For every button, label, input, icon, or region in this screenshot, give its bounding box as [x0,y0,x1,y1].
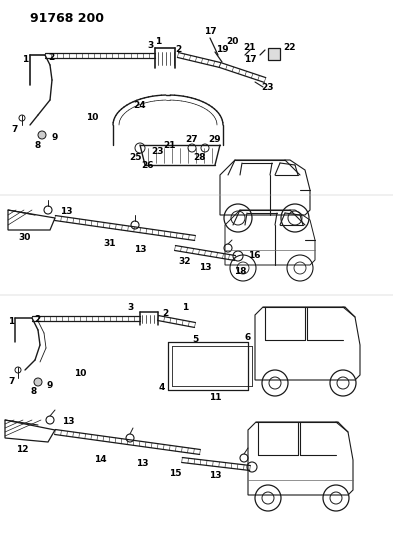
Text: 91768 200: 91768 200 [30,12,104,25]
Text: 7: 7 [9,377,15,386]
Text: 30: 30 [19,233,31,243]
Text: 1: 1 [155,37,161,46]
Circle shape [34,378,42,386]
Text: 17: 17 [244,55,256,64]
Text: 12: 12 [16,446,28,455]
Text: 29: 29 [209,135,221,144]
Text: 13: 13 [134,246,146,254]
Text: 23: 23 [152,148,164,157]
Text: 8: 8 [35,141,41,149]
Text: 10: 10 [86,114,98,123]
Text: 23: 23 [262,84,274,93]
Text: 2: 2 [48,53,54,62]
Text: 15: 15 [169,470,181,479]
Text: 4: 4 [159,384,165,392]
Text: 3: 3 [147,41,153,50]
Text: 17: 17 [204,28,216,36]
Text: 18: 18 [234,268,246,277]
Text: 21: 21 [244,44,256,52]
Text: 21: 21 [164,141,176,149]
Text: 32: 32 [178,257,191,266]
Text: 14: 14 [94,456,107,464]
Text: 26: 26 [142,160,154,169]
Text: 2: 2 [34,316,40,325]
Text: 16: 16 [248,251,261,260]
Text: 13: 13 [209,472,221,481]
Text: 25: 25 [129,154,141,163]
Text: 27: 27 [185,135,198,144]
Text: 22: 22 [283,44,296,52]
Text: 8: 8 [31,387,37,397]
Text: 31: 31 [104,239,116,248]
Text: 13: 13 [62,417,75,426]
Text: 13: 13 [199,262,211,271]
Text: 24: 24 [134,101,146,109]
Text: 13: 13 [60,207,72,216]
Polygon shape [268,48,280,60]
Text: 2: 2 [162,309,168,318]
Text: 11: 11 [209,393,221,402]
Text: 2: 2 [175,45,181,54]
Text: 1: 1 [8,318,14,327]
Text: 1: 1 [182,303,188,312]
Text: 6: 6 [245,334,251,343]
Text: 5: 5 [192,335,198,344]
Text: 7: 7 [12,125,18,134]
Text: 1: 1 [22,55,28,64]
Text: 9: 9 [52,133,58,142]
Text: 10: 10 [74,368,86,377]
Text: 13: 13 [136,459,148,469]
Text: 28: 28 [194,154,206,163]
Text: 9: 9 [47,382,53,391]
Text: 19: 19 [216,45,228,54]
Text: 20: 20 [226,37,238,46]
Circle shape [38,131,46,139]
Text: 3: 3 [127,303,133,312]
